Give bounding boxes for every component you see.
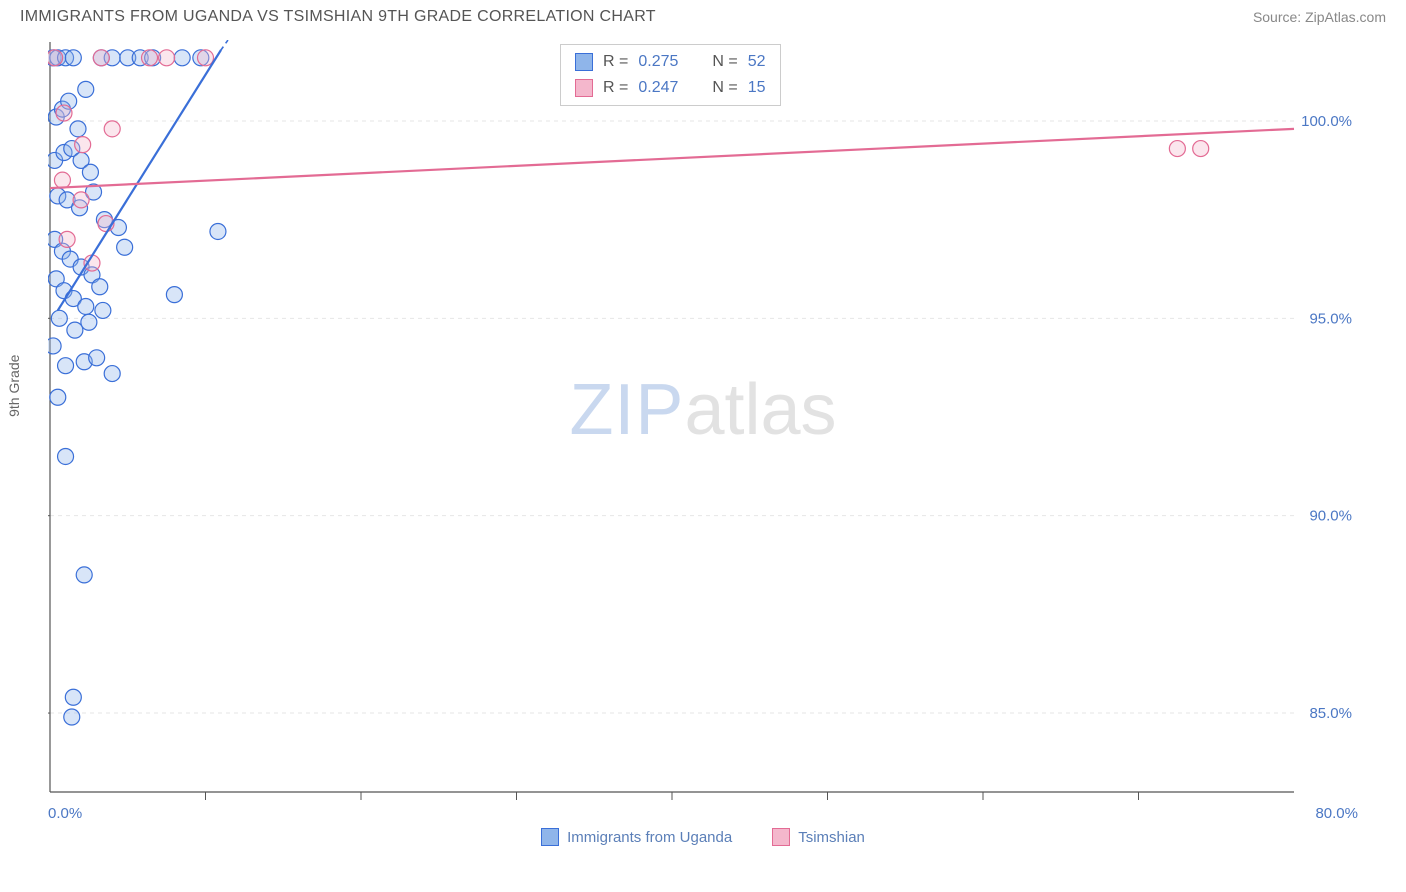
svg-text:90.0%: 90.0% bbox=[1309, 508, 1352, 525]
stats-r-value: 0.247 bbox=[638, 75, 678, 101]
legend-item-uganda: Immigrants from Uganda bbox=[541, 828, 732, 846]
stats-n-label: N = bbox=[712, 49, 737, 75]
legend-item-tsimshian: Tsimshian bbox=[772, 828, 865, 846]
legend-label-uganda: Immigrants from Uganda bbox=[567, 829, 732, 846]
stats-row: R = 0.275 N = 52 bbox=[575, 49, 766, 75]
legend-swatch-tsimshian bbox=[772, 828, 790, 846]
svg-text:100.0%: 100.0% bbox=[1301, 113, 1352, 130]
stats-swatch bbox=[575, 53, 593, 71]
chart-container: 9th Grade 100.0%95.0%90.0%85.0% ZIPatlas… bbox=[20, 30, 1386, 850]
stats-r-value: 0.275 bbox=[638, 49, 678, 75]
stats-n-value: 52 bbox=[748, 49, 766, 75]
stats-r-label: R = bbox=[603, 75, 628, 101]
x-tick-max: 80.0% bbox=[1315, 805, 1358, 822]
plot-area: 100.0%95.0%90.0%85.0% ZIPatlas bbox=[48, 40, 1358, 810]
x-tick-min: 0.0% bbox=[48, 805, 82, 822]
stats-n-value: 15 bbox=[748, 75, 766, 101]
legend-swatch-uganda bbox=[541, 828, 559, 846]
x-ticks: 0.0% 80.0% bbox=[48, 805, 1358, 822]
chart-svg: 100.0% 95.0% 90.0% 85.0% bbox=[48, 40, 1358, 810]
svg-text:85.0%: 85.0% bbox=[1309, 705, 1352, 722]
source-label: Source: ZipAtlas.com bbox=[1253, 9, 1386, 25]
svg-text:95.0%: 95.0% bbox=[1309, 310, 1352, 327]
legend-label-tsimshian: Tsimshian bbox=[798, 829, 865, 846]
y-axis-label: 9th Grade bbox=[6, 355, 22, 417]
chart-title: IMMIGRANTS FROM UGANDA VS TSIMSHIAN 9TH … bbox=[20, 8, 656, 26]
stats-n-label: N = bbox=[712, 75, 737, 101]
bottom-legend: Immigrants from Uganda Tsimshian bbox=[20, 828, 1386, 846]
stats-swatch bbox=[575, 79, 593, 97]
stats-box: R = 0.275 N = 52 R = 0.247 N = 15 bbox=[560, 44, 781, 106]
stats-r-label: R = bbox=[603, 49, 628, 75]
header: IMMIGRANTS FROM UGANDA VS TSIMSHIAN 9TH … bbox=[0, 0, 1406, 30]
stats-row: R = 0.247 N = 15 bbox=[575, 75, 766, 101]
